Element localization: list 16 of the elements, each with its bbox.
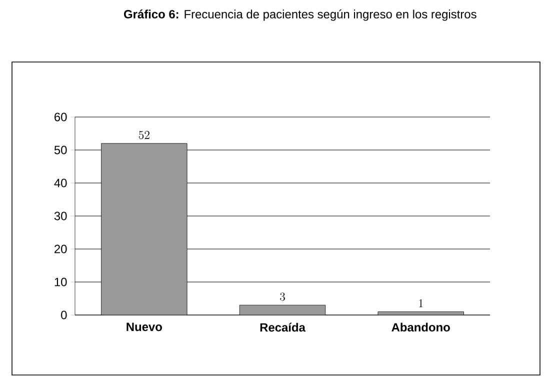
y-tick-label: 10: [54, 278, 67, 286]
y-tick-label: 20: [54, 244, 67, 254]
y-tick-label: 0: [61, 310, 67, 320]
y-tick-label: 60: [54, 112, 67, 122]
y-tick-label: 30: [54, 212, 67, 220]
bar: [101, 143, 188, 315]
data-label: 1: [419, 299, 423, 308]
bar: [240, 305, 326, 315]
data-label: 52: [138, 130, 150, 140]
data-label: 3: [280, 292, 285, 301]
x-tick-label: Abandono: [392, 322, 450, 332]
x-tick-label: Nuevo: [126, 322, 162, 332]
chart-title: Gráfico 6: Frecuencia de pacientes según ingreso en los registros: [124, 10, 476, 21]
y-tick-label: 50: [54, 146, 67, 154]
x-tick-label: Recaída: [260, 322, 306, 332]
y-tick-label: 40: [54, 178, 67, 188]
